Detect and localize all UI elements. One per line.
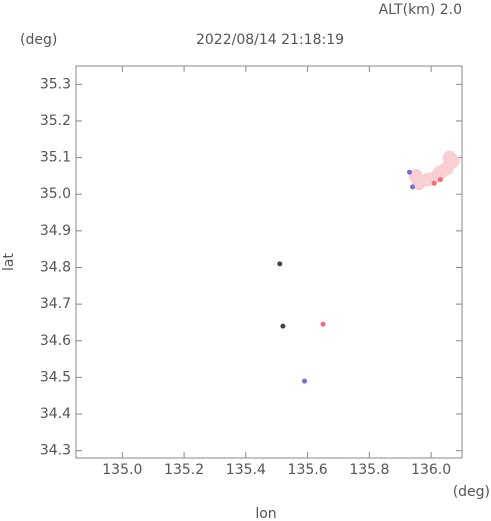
y-tick-label: 35.1 bbox=[40, 150, 71, 166]
chart-title: 2022/08/14 21:18:19 bbox=[196, 32, 344, 48]
echo-point bbox=[410, 184, 416, 190]
echo-point bbox=[442, 150, 457, 165]
x-axis-label: lon bbox=[255, 506, 276, 521]
x-tick-label: 135.0 bbox=[102, 462, 142, 478]
y-tick-label: 34.5 bbox=[40, 369, 71, 385]
x-tick-label: 136.0 bbox=[411, 462, 451, 478]
y-tick-label: 35.2 bbox=[40, 113, 71, 129]
y-unit: (deg) bbox=[20, 32, 57, 48]
echo-point bbox=[431, 180, 437, 186]
echo-point bbox=[280, 323, 286, 329]
echo-point bbox=[320, 321, 326, 327]
x-tick-label: 135.2 bbox=[164, 462, 204, 478]
y-tick-label: 34.9 bbox=[40, 223, 71, 239]
echo-point bbox=[408, 168, 423, 183]
x-unit: (deg) bbox=[453, 484, 490, 500]
y-tick-label: 34.4 bbox=[40, 406, 71, 422]
x-tick-label: 135.6 bbox=[288, 462, 328, 478]
echo-point bbox=[302, 378, 308, 384]
y-tick-label: 34.7 bbox=[40, 296, 71, 312]
y-tick-label: 35.0 bbox=[40, 186, 71, 202]
plot-frame bbox=[75, 65, 463, 459]
echo-point bbox=[433, 165, 448, 180]
subtitle: ALT(km) 2.0 bbox=[379, 2, 462, 18]
y-tick-label: 34.8 bbox=[40, 259, 71, 275]
y-tick-label: 34.3 bbox=[40, 443, 71, 459]
y-tick-label: 34.6 bbox=[40, 333, 71, 349]
x-tick-label: 135.8 bbox=[349, 462, 389, 478]
x-tick-label: 135.4 bbox=[226, 462, 266, 478]
echo-point bbox=[277, 261, 283, 267]
echo-point bbox=[407, 169, 413, 175]
y-tick-label: 35.3 bbox=[40, 76, 71, 92]
y-axis-label: lat bbox=[1, 253, 17, 271]
echo-point bbox=[437, 177, 443, 183]
